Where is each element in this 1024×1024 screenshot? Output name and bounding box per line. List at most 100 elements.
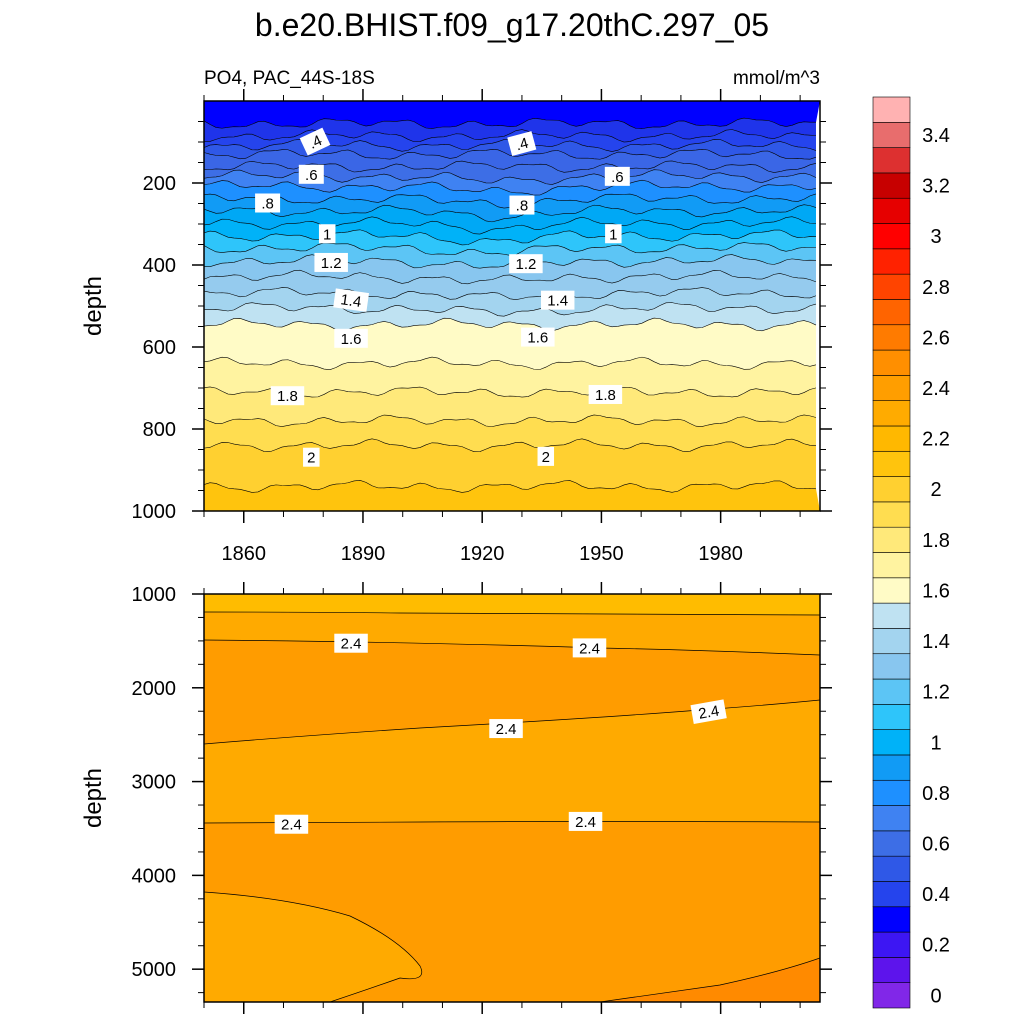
contour-label: 2: [537, 446, 555, 466]
colorbar-swatch: [872, 324, 911, 351]
contour-line: [204, 179, 817, 196]
colorbar-swatch: [872, 172, 911, 199]
contour-label: 2: [303, 447, 320, 467]
contour-label-text: .6: [611, 169, 624, 186]
x-tick-label: 1980: [698, 543, 743, 565]
colorbar-swatch: [872, 577, 911, 604]
y-tick-label: 1000: [132, 584, 177, 606]
contour-label-box: [568, 811, 603, 831]
colorbar-label: 0: [930, 985, 941, 1007]
contour-band: [204, 357, 816, 398]
contour-line: [204, 117, 817, 130]
contour-label-text: 1.6: [527, 330, 548, 347]
colorbar-swatch: [872, 375, 911, 401]
contour-label-text: 2: [542, 449, 550, 466]
contour-band: [204, 414, 816, 452]
contour-band: [204, 318, 816, 370]
contour-band: [204, 101, 820, 129]
contour-label-text: 2.4: [579, 640, 600, 657]
contour-2.5: [599, 957, 820, 1002]
colorbar-label: 2: [930, 479, 941, 501]
contour-band: [204, 149, 816, 173]
contour-line: [204, 317, 817, 332]
y-tick-label: 800: [143, 419, 176, 441]
colorbar-label: 1.4: [922, 631, 950, 653]
contour-band: [204, 386, 816, 427]
contour-label: .6: [298, 164, 324, 184]
upper-contour-fills: [204, 101, 820, 511]
y-tick-label: 3000: [132, 772, 177, 794]
contour-label-text: 1.2: [321, 255, 342, 272]
colorbar-label: 0.6: [922, 834, 950, 856]
contour-label: 1.6: [521, 327, 555, 347]
x-tick-label: 1950: [579, 543, 624, 565]
contour-label-box: [303, 447, 320, 467]
contour-label-box: [274, 814, 309, 834]
contour-label: 2.4: [274, 814, 309, 834]
contour-label: .6: [604, 166, 630, 186]
colorbar-swatch: [872, 96, 911, 123]
colorbar-swatch: [872, 248, 911, 275]
band-2.2-2.3: [204, 594, 820, 615]
contour-line: [204, 302, 817, 317]
contour-label-box: [334, 633, 368, 653]
contour-label-box: [314, 252, 348, 272]
lower-y-axis-title: depth: [80, 768, 107, 828]
contour-label: 1.8: [270, 386, 305, 406]
colorbar-swatch: [872, 299, 911, 326]
contour-label-text: .6: [305, 167, 318, 184]
colorbar-label: 3: [930, 226, 941, 248]
lower-panel: 2.4 2.42.42.42.4 2.4 10002000300040005000 …: [80, 582, 832, 1014]
upper-y-axis-title: depth: [80, 276, 107, 336]
contour-band: [204, 118, 816, 143]
contour-line: [204, 216, 817, 235]
contour-label-text: 2.4: [697, 702, 720, 722]
contour-label-box: [690, 699, 727, 724]
band-2.3-2.4-middle: [204, 700, 820, 823]
y-tick-label: 600: [143, 337, 176, 359]
colorbar-swatch: [872, 881, 911, 908]
contour-label-box: [588, 384, 623, 404]
contour-label-box: [299, 127, 331, 156]
y-tick-label: 400: [143, 255, 176, 277]
contour-label-box: [255, 193, 281, 213]
colorbar-label: 1.6: [922, 580, 950, 602]
contour-label-box: [537, 446, 555, 466]
colorbar-swatch: [872, 223, 911, 250]
lower-contour-labels: 2.4 2.4 2.4 2.4 2.4 2.4: [274, 633, 727, 834]
colorbar-swatch: [872, 273, 911, 300]
contour-2.3-top: [204, 611, 820, 616]
colorbar-label: 2.6: [922, 327, 950, 349]
contour-2.4-d: [204, 891, 423, 1002]
colorbar-swatch: [872, 349, 911, 376]
contour-label-box: [334, 328, 368, 348]
contour-band: [204, 129, 816, 152]
contour-label: 1.4: [540, 290, 575, 310]
colorbar-swatch: [872, 526, 911, 553]
colorbar-label: 2.4: [922, 378, 950, 400]
contour-line: [204, 269, 817, 285]
contour-label-text: 2: [307, 450, 315, 467]
contour-label-box: [509, 254, 543, 274]
y-tick-label: 200: [143, 173, 176, 195]
contour-band: [204, 480, 820, 511]
colorbar-swatch: [872, 628, 911, 655]
y-tick-label: 4000: [132, 865, 177, 887]
contour-line: [204, 149, 817, 160]
y-tick-label: 2000: [132, 678, 177, 700]
colorbar-label: 2.2: [922, 429, 950, 451]
contour-label: 2.4: [690, 699, 727, 724]
lower-y-axis: 1000 2000 3000 4000 5000: [132, 584, 832, 994]
contour-label: 1.6: [334, 328, 368, 348]
colorbar-swatch: [872, 729, 911, 756]
contour-label-text: 1.8: [277, 388, 298, 405]
colorbar-swatch: [872, 830, 911, 857]
contour-band: [204, 160, 816, 185]
colorbar-swatch: [872, 400, 911, 427]
colorbar-swatch: [872, 197, 911, 224]
contour-label-box: [605, 224, 622, 244]
contour-label-text: .8: [261, 196, 274, 213]
contour-label: .4: [507, 131, 537, 156]
band-2.5-2.6: [600, 958, 820, 1002]
